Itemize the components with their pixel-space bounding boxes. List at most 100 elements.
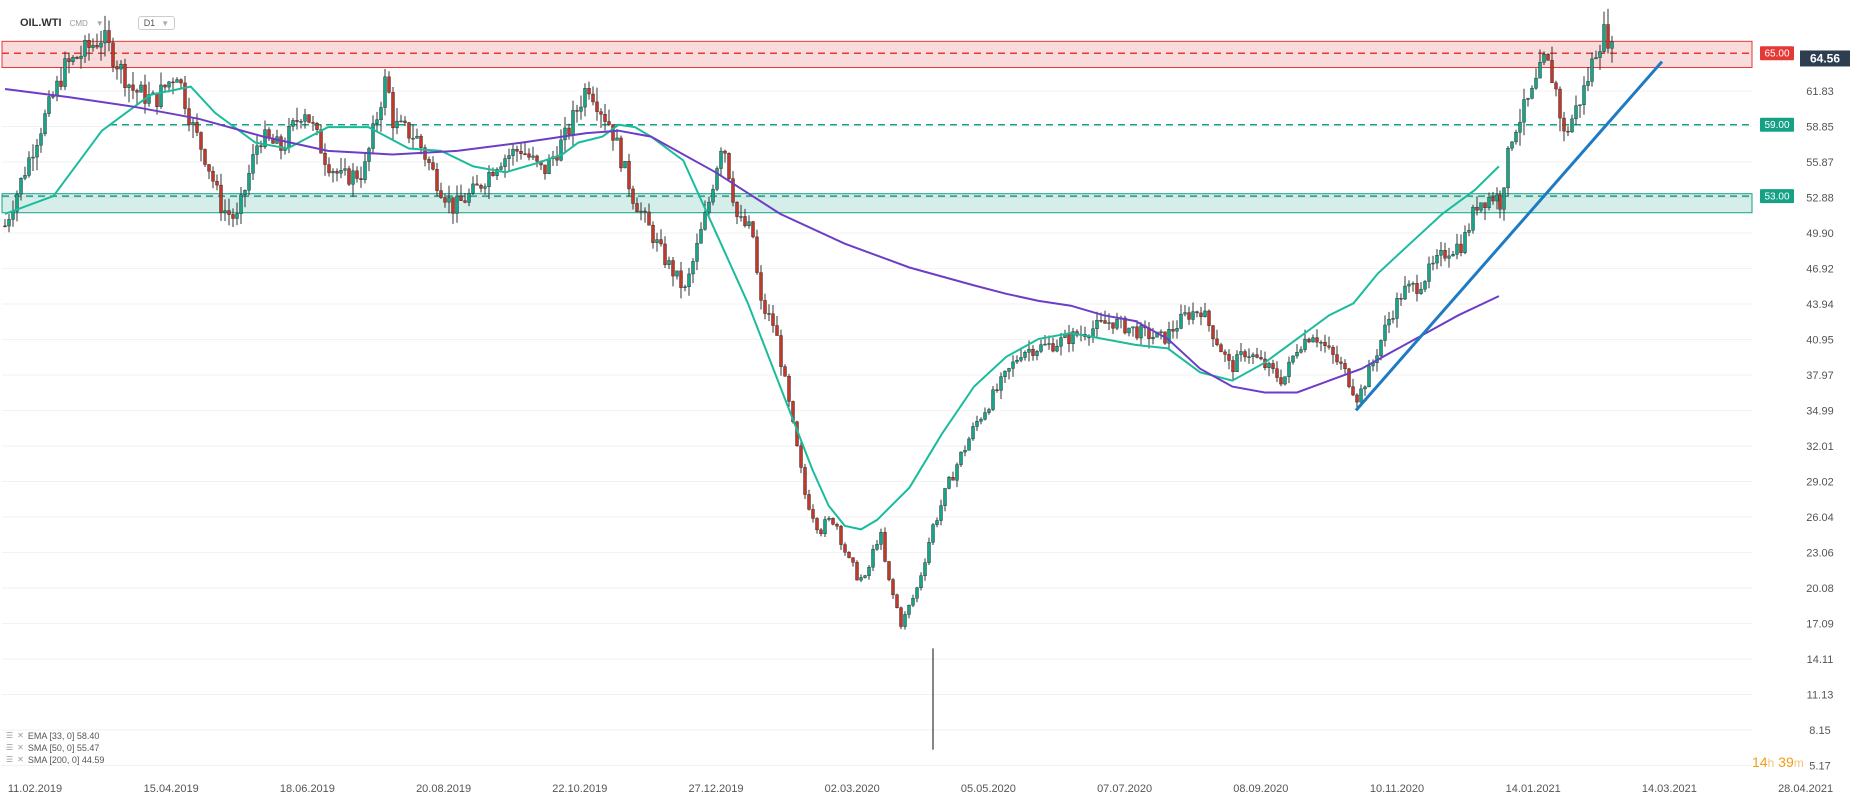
trendline[interactable]: [1354, 60, 1664, 412]
candle-body: [203, 149, 207, 165]
symbol-label[interactable]: OIL.WTI: [20, 17, 62, 29]
candle-body: [119, 63, 123, 70]
candle-body: [1247, 356, 1251, 358]
candle-body: [1043, 343, 1047, 346]
candle-body: [1095, 320, 1099, 329]
candle-body: [127, 84, 131, 88]
menu-icon[interactable]: ☰: [6, 731, 14, 740]
level-badge: [1760, 46, 1794, 61]
candle-body: [507, 155, 511, 159]
candle-body: [759, 272, 763, 301]
x-tick-label: 28.04.2021: [1778, 783, 1833, 795]
indicator-row-ema33[interactable]: ☰ ✕ EMA [33, 0] 58.40: [6, 730, 104, 742]
candle-body: [715, 168, 719, 190]
candle-body: [903, 614, 907, 627]
candle-body: [659, 239, 663, 245]
y-tick-label: 23.06: [1806, 548, 1834, 560]
candle-body: [895, 594, 899, 608]
candle-body: [575, 110, 579, 112]
candle-body: [763, 300, 767, 314]
candle-body: [375, 119, 379, 124]
candle-body: [439, 190, 443, 198]
candle-body: [1538, 62, 1542, 79]
candle-body: [595, 101, 599, 112]
candle-body: [839, 525, 843, 545]
menu-icon[interactable]: ☰: [6, 743, 14, 752]
candle-body: [1295, 352, 1299, 357]
candle-body: [379, 107, 383, 120]
candle-body: [295, 120, 299, 122]
candle-body: [1111, 322, 1115, 329]
support-resistance-zone[interactable]: [1, 193, 1753, 214]
candle-body: [1343, 363, 1347, 370]
candle-body: [279, 136, 283, 151]
candle-body: [1347, 368, 1351, 387]
y-tick-label: 8.15: [1809, 725, 1830, 737]
chevron-down-icon[interactable]: ▼: [95, 18, 104, 28]
candle-body: [1526, 98, 1530, 100]
candle-body: [1015, 360, 1019, 363]
candle-body: [519, 151, 523, 154]
candle-body: [207, 164, 211, 172]
candle-body: [967, 438, 971, 451]
candle-body: [663, 243, 667, 265]
candle-body: [415, 135, 419, 139]
y-tick-label: 37.97: [1806, 370, 1834, 382]
candle-body: [31, 156, 35, 159]
level-label: 53.00: [1764, 192, 1789, 203]
support-resistance-zone[interactable]: [1, 40, 1753, 69]
candle-body: [523, 153, 527, 155]
candle-body: [1219, 344, 1223, 353]
sma-200-line[interactable]: [4, 88, 1500, 394]
candle-body: [687, 273, 691, 288]
candle-body: [327, 164, 331, 174]
candle-body: [371, 123, 375, 149]
candle-body: [1107, 322, 1111, 324]
x-tick-label: 22.10.2019: [552, 783, 607, 795]
candle-body: [607, 121, 611, 125]
close-icon[interactable]: ✕: [17, 743, 24, 752]
candle-body: [431, 162, 435, 170]
candle-body: [779, 335, 783, 367]
menu-icon[interactable]: ☰: [6, 755, 14, 764]
candle-body: [1175, 328, 1179, 332]
candle-body: [1431, 262, 1435, 265]
candle-body: [239, 194, 243, 214]
indicator-row-sma200[interactable]: ☰ ✕ SMA [200, 0] 44.59: [6, 754, 104, 766]
candle-body: [1590, 58, 1594, 82]
candle-body: [1339, 361, 1343, 364]
candle-body: [499, 166, 503, 170]
timeframe-selector[interactable]: D1 ▼: [137, 16, 176, 30]
candle-body: [1447, 255, 1451, 259]
candle-body: [387, 76, 391, 93]
close-icon[interactable]: ✕: [17, 731, 24, 740]
candle-body: [1439, 250, 1443, 256]
candle-body: [1443, 250, 1447, 259]
candle-body: [1123, 317, 1127, 334]
candle-body: [1167, 329, 1171, 344]
candle-body: [871, 549, 875, 568]
candle-body: [935, 520, 939, 525]
close-icon[interactable]: ✕: [17, 755, 24, 764]
indicator-row-sma50[interactable]: ☰ ✕ SMA [50, 0] 55.47: [6, 742, 104, 754]
x-tick-label: 05.05.2020: [961, 783, 1016, 795]
candle-body: [515, 148, 519, 152]
candle-body: [867, 566, 871, 576]
candle-body: [587, 88, 591, 95]
candle-body: [1355, 394, 1359, 403]
candle-body: [75, 57, 79, 59]
candle-body: [1351, 386, 1355, 396]
candle-body: [631, 188, 635, 204]
candle-body: [567, 127, 571, 135]
candle-body: [1291, 355, 1295, 363]
candle-body: [783, 366, 787, 377]
ema-33-line[interactable]: [4, 85, 1500, 531]
candle-body: [851, 557, 855, 563]
candle-body: [323, 152, 327, 165]
countdown-hours: 14: [1752, 754, 1768, 770]
candle-body: [747, 221, 751, 227]
candle-body: [675, 270, 679, 277]
indicator-label: EMA [33, 0] 58.40: [27, 731, 100, 741]
